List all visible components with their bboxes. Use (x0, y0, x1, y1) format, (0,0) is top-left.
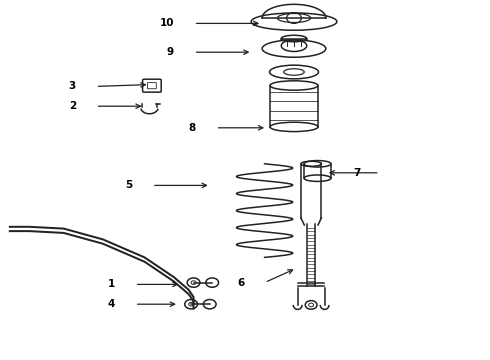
Text: 6: 6 (238, 278, 245, 288)
Text: 8: 8 (189, 123, 196, 133)
Text: 7: 7 (353, 168, 360, 178)
Text: 2: 2 (69, 101, 76, 111)
Text: 10: 10 (159, 18, 174, 28)
Text: 1: 1 (108, 279, 115, 289)
Text: 4: 4 (108, 299, 115, 309)
Text: 9: 9 (167, 47, 174, 57)
Text: 5: 5 (125, 180, 132, 190)
Text: 3: 3 (69, 81, 76, 91)
